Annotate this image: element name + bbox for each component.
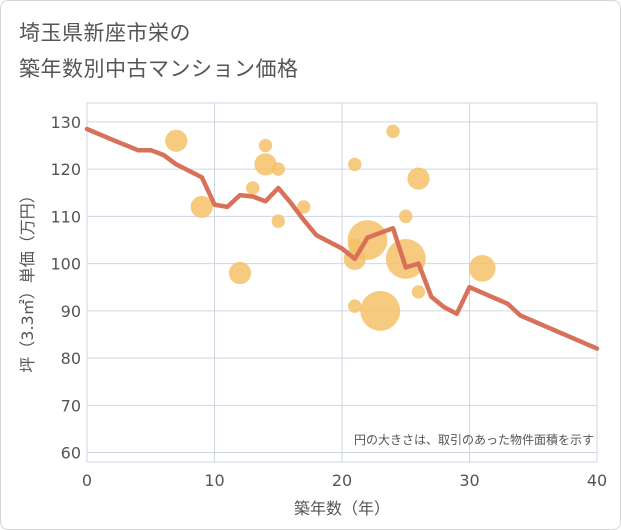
bubble-point	[297, 200, 311, 214]
bubble-point	[228, 261, 252, 285]
bubble-point	[165, 129, 188, 152]
chart-title-line-1: 埼玉県新座市栄の	[19, 21, 191, 45]
bubble-point	[399, 209, 413, 224]
bubble-point	[190, 195, 213, 219]
x-tick-label: 0	[82, 471, 92, 490]
bubble-point	[411, 285, 426, 299]
tick-labels: 60 70 80 90 100 110 120 130 0 10 20 30 40	[50, 113, 607, 490]
bubble-point	[271, 162, 285, 176]
chart-title: 埼玉県新座市栄の 築年数別中古マンション価格	[19, 15, 299, 87]
y-tick-label: 70	[61, 396, 81, 415]
x-tick-label: 40	[587, 471, 607, 490]
x-tick-label: 30	[459, 471, 479, 490]
size-note: 円の大きさは、取引のあった物件面積を示す	[354, 432, 594, 447]
bubble-point	[385, 238, 426, 279]
bubble-point	[271, 214, 285, 228]
chart-title-line-2: 築年数別中古マンション価格	[19, 57, 299, 81]
y-axis-label: 坪（3.3㎡）単価（万円）	[18, 187, 37, 372]
grid-lines	[86, 102, 598, 463]
bubble-point	[386, 124, 400, 139]
y-tick-label: 90	[61, 302, 81, 321]
y-tick-label: 110	[50, 207, 81, 226]
x-tick-label: 20	[332, 471, 352, 490]
y-tick-label: 120	[50, 160, 81, 179]
x-tick-label: 10	[204, 471, 224, 490]
bubble-point	[360, 290, 401, 331]
bubble-point	[258, 138, 273, 153]
bubble-point	[468, 255, 496, 282]
bubble-point	[254, 153, 277, 176]
y-tick-label: 100	[50, 255, 81, 274]
bubble-point	[407, 167, 430, 190]
bubble-point	[348, 299, 362, 313]
bubble-point	[348, 157, 362, 172]
y-tick-label: 130	[50, 113, 81, 132]
y-tick-label: 80	[61, 349, 81, 368]
trend-line-series	[84, 126, 600, 351]
x-axis-label: 築年数（年）	[294, 499, 390, 518]
bubble-point	[246, 181, 260, 195]
y-tick-label: 60	[61, 444, 81, 463]
average-price-line	[84, 126, 600, 351]
